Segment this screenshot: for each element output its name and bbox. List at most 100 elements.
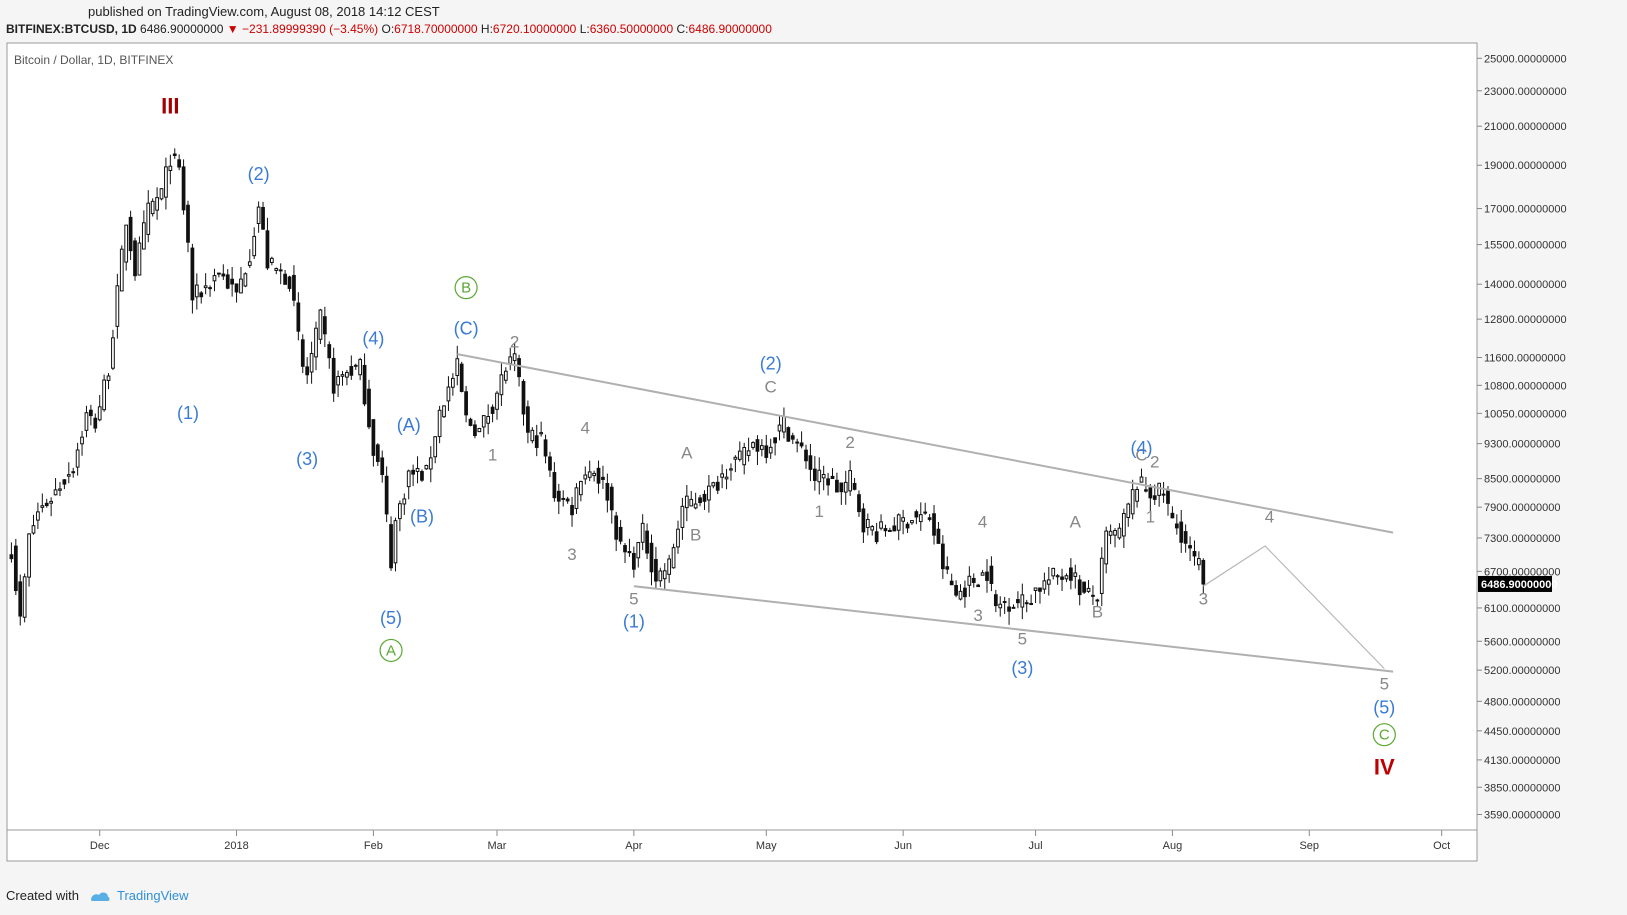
candle-body: [967, 575, 972, 586]
candle-body: [918, 514, 923, 523]
candle-body: [1135, 489, 1139, 502]
wave-label: (4): [362, 328, 384, 348]
candle-body: [861, 508, 866, 533]
candle-body: [932, 513, 936, 536]
candle-body: [746, 450, 751, 456]
y-tick-label: 4450.00000000: [1484, 726, 1560, 738]
candle-body: [300, 339, 305, 367]
wave-label: (5): [380, 608, 402, 628]
candle-body: [212, 275, 217, 282]
tradingview-brand-link[interactable]: TradingView: [116, 888, 189, 903]
candle-body: [910, 520, 914, 524]
ohlc-bar: BITFINEX:BTCUSD, 1D 6486.90000000 ▼ −231…: [6, 22, 772, 36]
candle-body: [583, 474, 588, 480]
wave-label: (1): [623, 612, 645, 632]
candle-body: [742, 447, 747, 466]
candle-body: [852, 482, 857, 490]
x-tick-label: Sep: [1299, 840, 1319, 852]
wave-label: (B): [410, 506, 434, 526]
candle-body: [729, 468, 733, 471]
candle-body: [684, 495, 689, 509]
candle-body: [243, 273, 248, 287]
candle-body: [711, 482, 716, 487]
candle-body: [464, 391, 468, 416]
candle-body: [737, 450, 742, 460]
candle-body: [1108, 530, 1113, 536]
candle-body: [318, 309, 323, 340]
wave-label: (4): [1131, 438, 1153, 458]
candle-body: [353, 364, 358, 367]
candle-body: [146, 202, 151, 235]
candle-body: [1121, 513, 1126, 537]
x-tick-label: May: [756, 840, 777, 852]
y-tick-label: 15500.00000000: [1484, 240, 1567, 252]
candle-body: [1166, 490, 1170, 504]
plot-area[interactable]: [6, 42, 1478, 862]
candle-body: [1082, 581, 1086, 593]
candle-body: [62, 479, 67, 485]
candle-body: [636, 542, 641, 559]
y-tick-label: 4130.00000000: [1484, 755, 1560, 767]
candle-body: [71, 471, 76, 474]
chart-title: Bitcoin / Dollar, 1D, BITFINEX: [14, 53, 173, 67]
candle-body: [755, 439, 760, 452]
candle-body: [905, 523, 910, 529]
candle-body: [27, 533, 31, 578]
candle-body: [274, 268, 279, 271]
candle-body: [795, 441, 800, 444]
y-tick-label: 17000.00000000: [1484, 204, 1567, 216]
candle-body: [468, 418, 473, 426]
candle-body: [799, 442, 804, 447]
candle-body: [406, 470, 411, 488]
candle-body: [654, 559, 658, 582]
y-tick-label: 5200.00000000: [1484, 665, 1560, 677]
candle-body: [693, 503, 698, 509]
y-tick-label: 8500.00000000: [1484, 474, 1560, 486]
candle-body: [424, 464, 429, 470]
candle-body: [199, 292, 204, 298]
candle-body: [645, 530, 649, 554]
y-tick-label: 4800.00000000: [1484, 696, 1560, 708]
projection-path: [1202, 545, 1385, 670]
candle-body: [896, 514, 901, 531]
candle-body: [517, 358, 521, 378]
candle-body: [821, 474, 826, 479]
candle-body: [411, 469, 415, 475]
candle-body: [539, 432, 544, 435]
candle-body: [1046, 579, 1051, 585]
candle-body: [459, 363, 464, 392]
candle-body: [949, 580, 954, 586]
y-tick-label: 12800.00000000: [1484, 314, 1567, 326]
candle-body: [698, 497, 702, 504]
candle-body: [1095, 599, 1100, 602]
wave-label-circle: [1372, 723, 1396, 747]
candle-body: [958, 590, 963, 600]
candle-body: [256, 206, 261, 224]
candle-body: [349, 366, 354, 376]
x-tick-label: Feb: [364, 840, 383, 852]
trendlines: [457, 353, 1394, 673]
wave-label: (A): [397, 415, 421, 435]
candle-body: [345, 371, 349, 378]
candle-body: [720, 473, 725, 478]
candle-body: [428, 457, 433, 470]
candle-body: [380, 457, 385, 475]
y-tick-label: 9300.00000000: [1484, 439, 1560, 451]
wave-label: 5: [1018, 630, 1027, 649]
candle-body: [155, 197, 159, 211]
candle-body: [168, 165, 173, 172]
candle-body: [874, 531, 879, 543]
candle-body: [605, 483, 610, 501]
candle-body: [883, 528, 888, 532]
candle-body: [556, 490, 561, 502]
candle-body: [552, 472, 557, 499]
candle-body: [601, 476, 605, 480]
candle-body: [477, 428, 482, 433]
candle-body: [689, 498, 694, 507]
candle-body: [936, 528, 941, 544]
candle-body: [901, 517, 905, 522]
low-value: 6360.50000000: [589, 22, 674, 36]
wave-label: A: [386, 642, 396, 659]
x-tick-label: Oct: [1433, 840, 1450, 852]
